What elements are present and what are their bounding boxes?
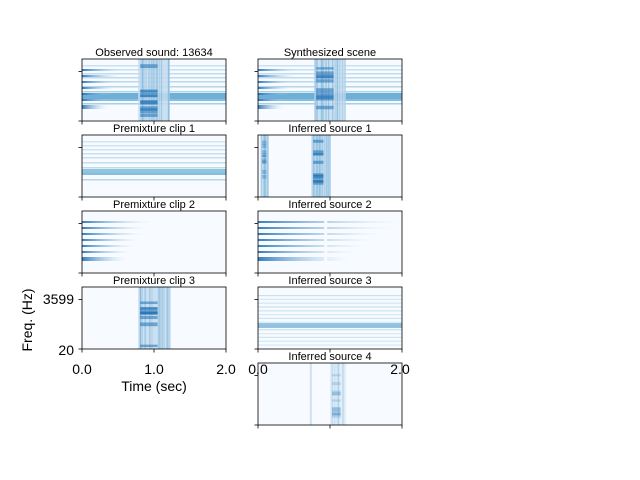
spectrogram-panel: Premixture clip 3 <box>78 275 227 353</box>
spectrogram-panel: Inferred source 2 <box>254 199 403 277</box>
panel-title: Premixture clip 1 <box>113 123 195 135</box>
panel-layer: Observed sound: 13634 Synthesized scene Pr… <box>78 47 403 429</box>
axes-labels: 0.0 1.0 2.0 0.0 2.0 3599 20 Time (sec) F… <box>19 289 410 395</box>
x-tick-label-0: 0.0 <box>72 361 92 377</box>
panel-title: Inferred source 2 <box>288 199 371 211</box>
spectrogram-panel: Inferred source 3 <box>254 275 403 353</box>
spectrogram-panel: Premixture clip 2 <box>78 199 227 277</box>
panel-title: Inferred source 1 <box>288 123 371 135</box>
x-tick-label-2-right: 2.0 <box>390 361 410 377</box>
panel-title: Inferred source 3 <box>288 275 371 287</box>
x-tick-label-2: 2.0 <box>216 361 236 377</box>
spectrogram-panel: Synthesized scene <box>254 47 403 125</box>
x-axis-label: Time (sec) <box>121 378 187 394</box>
spectrogram-panel: Premixture clip 1 <box>78 123 227 201</box>
spectrogram-panel: Inferred source 4 <box>254 351 403 429</box>
panel-title: Premixture clip 3 <box>113 275 195 287</box>
y-tick-label-bottom: 20 <box>58 342 74 358</box>
panel-title: Inferred source 4 <box>288 351 371 363</box>
x-tick-label-1: 1.0 <box>144 361 164 377</box>
y-axis-label: Freq. (Hz) <box>19 289 35 352</box>
y-tick-label-top: 3599 <box>43 291 74 307</box>
spectrogram-panel: Inferred source 1 <box>254 123 403 201</box>
panel-title: Observed sound: 13634 <box>95 47 212 59</box>
panel-title: Premixture clip 2 <box>113 199 195 211</box>
x-tick-label-0-right: 0.0 <box>248 361 268 377</box>
spectrogram-panel: Observed sound: 13634 <box>78 47 227 125</box>
panel-title: Synthesized scene <box>284 47 376 59</box>
